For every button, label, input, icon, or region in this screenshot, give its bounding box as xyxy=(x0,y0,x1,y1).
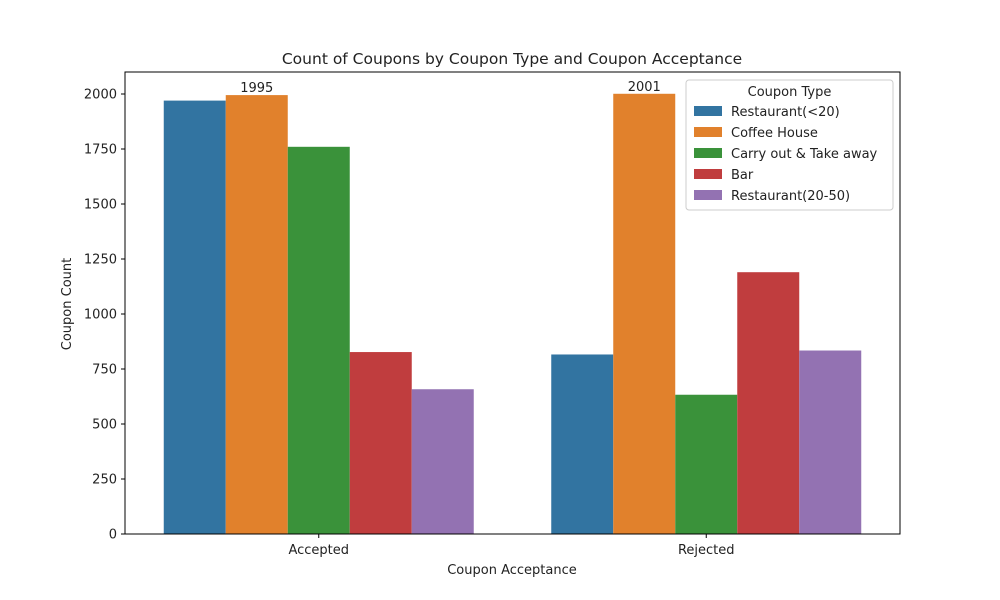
y-tick-label: 1250 xyxy=(84,253,117,268)
bar-restaurant-20--rejected xyxy=(551,354,614,534)
x-tick-label: Accepted xyxy=(288,543,349,558)
legend-entry: Restaurant(<20) xyxy=(731,105,840,120)
bar-carry-out-take-away-accepted xyxy=(287,146,350,535)
legend-entry: Restaurant(20-50) xyxy=(731,189,850,204)
data-label: 2001 xyxy=(628,80,661,95)
legend-swatch xyxy=(694,106,722,116)
bar-coffee-house-rejected xyxy=(613,93,676,534)
y-tick-label: 2000 xyxy=(84,88,117,103)
y-tick-label: 1750 xyxy=(84,143,117,158)
y-tick-label: 1000 xyxy=(84,308,117,323)
y-tick-label: 1500 xyxy=(84,198,117,213)
legend-entry: Bar xyxy=(731,168,754,183)
y-tick-label: 0 xyxy=(109,528,117,543)
chart-title: Count of Coupons by Coupon Type and Coup… xyxy=(282,50,742,68)
legend-entry: Carry out & Take away xyxy=(731,147,878,162)
bar-restaurant-20--accepted xyxy=(163,100,226,534)
legend-title: Coupon Type xyxy=(748,85,832,100)
legend-box xyxy=(685,79,894,211)
y-tick-label: 250 xyxy=(92,473,117,488)
bar-carry-out-take-away-rejected xyxy=(675,394,738,534)
bar-restaurant-20-50--rejected xyxy=(799,350,862,534)
bar-restaurant-20-50--accepted xyxy=(411,389,474,534)
x-axis-label: Coupon Acceptance xyxy=(447,563,577,578)
plot-frame xyxy=(124,71,901,535)
legend: Coupon Type Restaurant(<20) Coffee House Ca… xyxy=(685,79,894,211)
x-tick-label: Rejected xyxy=(678,543,735,558)
y-axis-label: Coupon Count xyxy=(60,258,75,350)
bar-bar-rejected xyxy=(737,272,800,534)
bar-coffee-house-accepted xyxy=(225,95,288,534)
legend-swatch xyxy=(694,148,722,158)
legend-entry: Coffee House xyxy=(731,126,818,141)
y-tick-label: 750 xyxy=(92,363,117,378)
legend-swatch xyxy=(694,169,722,179)
bar-bar-accepted xyxy=(349,352,412,534)
data-label: 1995 xyxy=(240,81,273,96)
axes-layer: 0 250 500 750 1000 1250 1500 1750 2000 Accepted Re… xyxy=(84,71,901,558)
y-tick-label: 500 xyxy=(92,418,117,433)
legend-swatch xyxy=(694,190,722,200)
bars-layer: 1995 2001 xyxy=(163,80,862,535)
legend-swatch xyxy=(694,127,722,137)
